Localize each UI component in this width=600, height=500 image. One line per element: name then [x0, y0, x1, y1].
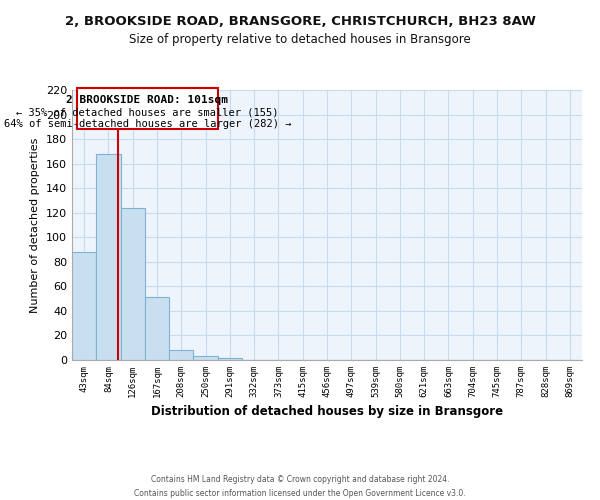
Text: ← 35% of detached houses are smaller (155): ← 35% of detached houses are smaller (15… [16, 107, 278, 117]
Bar [121, 208, 145, 360]
Bar [193, 356, 218, 360]
Text: Size of property relative to detached houses in Bransgore: Size of property relative to detached ho… [129, 32, 471, 46]
Text: Contains HM Land Registry data © Crown copyright and database right 2024.
Contai: Contains HM Land Registry data © Crown c… [134, 476, 466, 498]
Bar [145, 298, 169, 360]
Bar [72, 252, 96, 360]
Text: 2, BROOKSIDE ROAD, BRANSGORE, CHRISTCHURCH, BH23 8AW: 2, BROOKSIDE ROAD, BRANSGORE, CHRISTCHUR… [65, 15, 535, 28]
Text: 2 BROOKSIDE ROAD: 101sqm: 2 BROOKSIDE ROAD: 101sqm [66, 95, 228, 105]
Y-axis label: Number of detached properties: Number of detached properties [31, 138, 40, 312]
Bar [218, 358, 242, 360]
X-axis label: Distribution of detached houses by size in Bransgore: Distribution of detached houses by size … [151, 406, 503, 418]
FancyBboxPatch shape [77, 88, 218, 130]
Bar [96, 154, 121, 360]
Text: 64% of semi-detached houses are larger (282) →: 64% of semi-detached houses are larger (… [4, 120, 291, 130]
Bar [169, 350, 193, 360]
